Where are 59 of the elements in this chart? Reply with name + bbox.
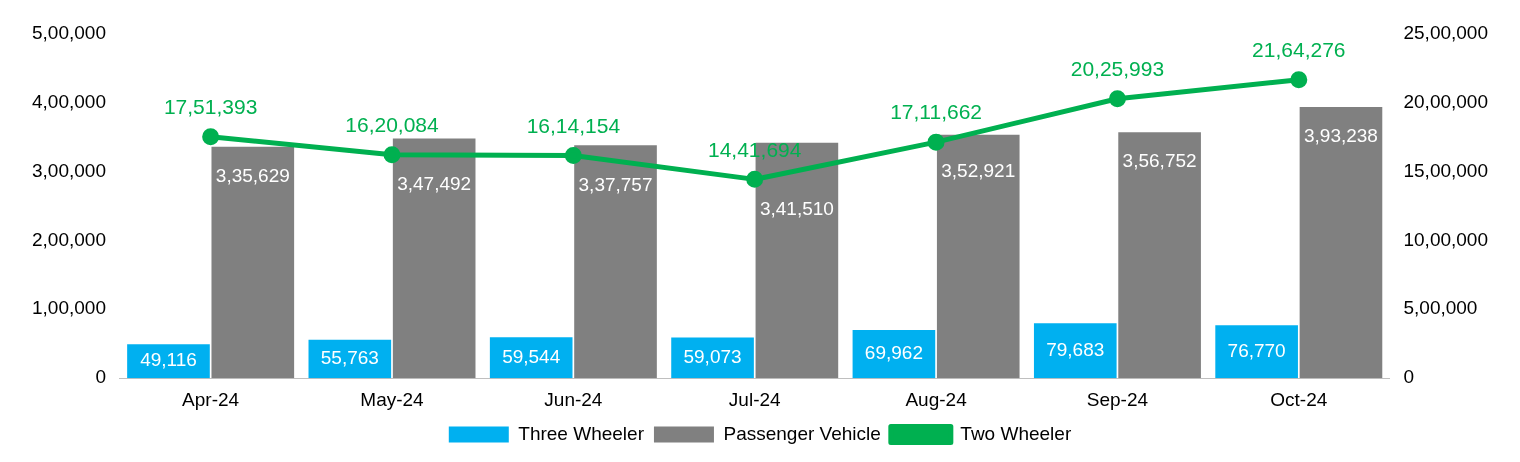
data-label: 21,64,276 — [1252, 38, 1346, 61]
data-label: 59,073 — [683, 346, 742, 368]
y2-tick-label: 10,00,000 — [1403, 228, 1489, 250]
data-label: 3,37,757 — [578, 173, 653, 195]
data-label: 20,25,993 — [1070, 57, 1165, 81]
data-label: 49,116 — [140, 349, 197, 371]
bar — [1299, 107, 1383, 379]
data-label: 79,683 — [1046, 338, 1105, 360]
data-label: 3,56,752 — [1122, 150, 1197, 172]
point — [746, 170, 764, 188]
data-label: 76,770 — [1227, 339, 1286, 361]
y2-tick-label: 5,00,000 — [1403, 297, 1478, 319]
data-label: 3,41,510 — [759, 197, 834, 219]
bar — [574, 145, 657, 379]
y-tick-label: 0 — [95, 366, 106, 388]
bar — [671, 337, 754, 379]
bar — [1215, 325, 1298, 379]
y2-tick-label: 25,00,000 — [1403, 21, 1489, 43]
y2-tick-label: 0 — [1403, 366, 1415, 388]
data-label: 3,93,238 — [1303, 125, 1378, 147]
x-tick-label: Aug-24 — [905, 388, 968, 410]
bar — [1118, 132, 1201, 379]
bar — [392, 138, 476, 379]
y2-tick-label: 20,00,000 — [1403, 90, 1489, 112]
data-label: 59,544 — [502, 345, 561, 367]
bar — [1033, 323, 1117, 379]
point — [383, 146, 401, 164]
data-label: 16,20,084 — [345, 113, 440, 137]
data-label: 3,35,629 — [215, 164, 290, 186]
data-label: 3,52,921 — [941, 160, 1016, 182]
data-label: 69,962 — [864, 342, 923, 364]
point — [564, 147, 582, 165]
x-tick-label: Jul-24 — [728, 388, 782, 410]
point — [202, 128, 220, 146]
y2-tick-label: 15,00,000 — [1403, 159, 1489, 181]
point — [1108, 90, 1126, 108]
y-tick-label: 2,00,000 — [31, 228, 106, 250]
legend-label: Three Wheeler — [518, 422, 645, 444]
bar — [211, 146, 295, 379]
y-tick-label: 3,00,000 — [31, 159, 106, 181]
x-tick-label: May-24 — [360, 388, 425, 410]
x-tick-label: Sep-24 — [1086, 388, 1149, 410]
data-label: 16,14,154 — [526, 113, 621, 137]
point — [927, 133, 945, 151]
y-tick-label: 5,00,000 — [31, 21, 106, 43]
data-label: 55,763 — [320, 347, 379, 369]
x-tick-label: Apr-24 — [182, 388, 240, 410]
bar — [936, 134, 1020, 379]
x-tick-label: Oct-24 — [1270, 388, 1328, 410]
legend-label: Two Wheeler — [960, 422, 1072, 444]
data-label: 17,11,662 — [890, 100, 983, 124]
point — [1290, 71, 1308, 89]
data-label: 3,47,492 — [397, 172, 472, 194]
y-tick-label: 4,00,000 — [31, 90, 106, 112]
y-tick-label: 1,00,000 — [31, 297, 106, 319]
data-label: 14,41,694 — [708, 137, 802, 161]
data-label: 17,51,393 — [163, 94, 258, 118]
legend-label: Passenger Vehicle — [723, 422, 881, 444]
x-tick-label: Jun-24 — [544, 388, 603, 410]
